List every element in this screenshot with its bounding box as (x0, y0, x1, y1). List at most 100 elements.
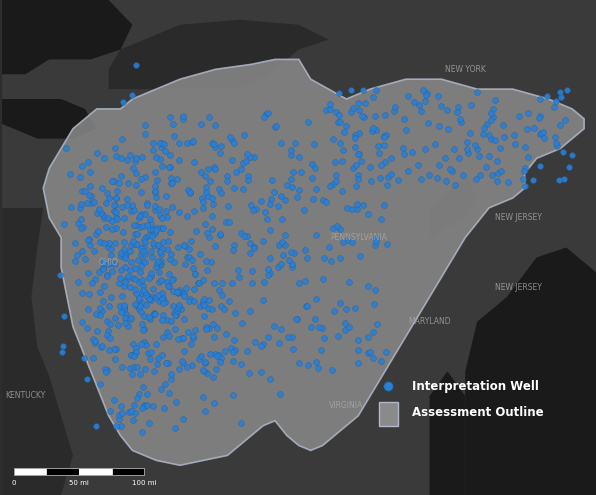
Point (342, 122, 351, 130)
Point (106, 251, 116, 259)
Point (437, 102, 446, 110)
Point (350, 304, 360, 312)
Point (111, 346, 121, 353)
Point (95, 238, 105, 246)
Point (110, 314, 119, 322)
Point (104, 194, 114, 202)
Point (510, 131, 519, 139)
Point (160, 380, 170, 388)
Point (274, 339, 284, 347)
Point (104, 243, 113, 251)
Point (111, 259, 120, 267)
Point (453, 102, 462, 110)
Point (328, 135, 338, 143)
Text: KENTUCKY: KENTUCKY (5, 392, 45, 400)
Point (368, 124, 377, 132)
Point (286, 248, 296, 256)
Point (65, 170, 74, 178)
Point (157, 246, 167, 253)
Point (352, 182, 361, 190)
Point (142, 391, 151, 398)
Point (125, 266, 135, 274)
Point (137, 153, 147, 161)
Point (187, 361, 197, 369)
Point (328, 180, 337, 188)
Point (445, 165, 455, 173)
Point (558, 148, 568, 155)
Point (151, 226, 160, 234)
Point (318, 275, 327, 283)
Point (116, 172, 126, 180)
Point (148, 146, 158, 154)
Point (125, 151, 135, 159)
Point (376, 357, 386, 365)
Point (136, 308, 146, 316)
Point (164, 113, 174, 121)
Point (198, 198, 208, 206)
Point (85, 168, 95, 176)
Point (120, 282, 129, 290)
Point (117, 409, 126, 417)
Point (415, 101, 424, 109)
Point (366, 177, 375, 185)
Point (194, 279, 204, 287)
Point (148, 402, 158, 410)
Point (148, 226, 157, 234)
Point (360, 99, 370, 106)
Point (118, 228, 128, 236)
Point (61, 144, 70, 152)
Point (245, 153, 254, 161)
Point (185, 296, 194, 303)
Point (111, 213, 120, 221)
Point (91, 422, 101, 430)
Point (271, 123, 280, 131)
Point (200, 172, 210, 180)
Point (169, 309, 178, 317)
Point (76, 215, 86, 223)
Point (165, 163, 175, 171)
Point (83, 158, 93, 166)
Point (191, 327, 200, 335)
Point (242, 150, 252, 158)
Point (173, 243, 183, 250)
Point (473, 88, 482, 96)
Point (169, 287, 178, 295)
Point (245, 239, 254, 247)
Point (301, 302, 311, 310)
Bar (46, 468, 79, 475)
Point (138, 326, 148, 334)
Point (127, 200, 136, 208)
Point (176, 288, 185, 296)
Point (96, 343, 105, 350)
Point (485, 131, 494, 139)
Point (129, 206, 139, 214)
Point (486, 135, 496, 143)
Point (243, 176, 253, 184)
Point (370, 111, 380, 119)
Point (265, 227, 275, 235)
Point (145, 315, 154, 323)
Point (340, 128, 349, 136)
Point (137, 299, 147, 307)
Point (162, 192, 171, 199)
Point (58, 342, 67, 350)
Point (209, 373, 218, 381)
Point (372, 320, 382, 328)
Point (262, 110, 271, 118)
Point (555, 89, 565, 97)
Point (189, 286, 198, 294)
Text: 100 mi: 100 mi (132, 480, 157, 486)
Point (145, 295, 154, 303)
Point (327, 366, 337, 374)
Point (552, 142, 561, 150)
Point (229, 184, 239, 192)
Point (141, 233, 151, 241)
Point (126, 407, 136, 415)
Point (128, 416, 138, 424)
Point (198, 204, 208, 212)
Point (154, 354, 163, 362)
Point (334, 89, 344, 97)
Point (247, 279, 257, 287)
Point (213, 351, 222, 359)
Point (257, 368, 266, 376)
